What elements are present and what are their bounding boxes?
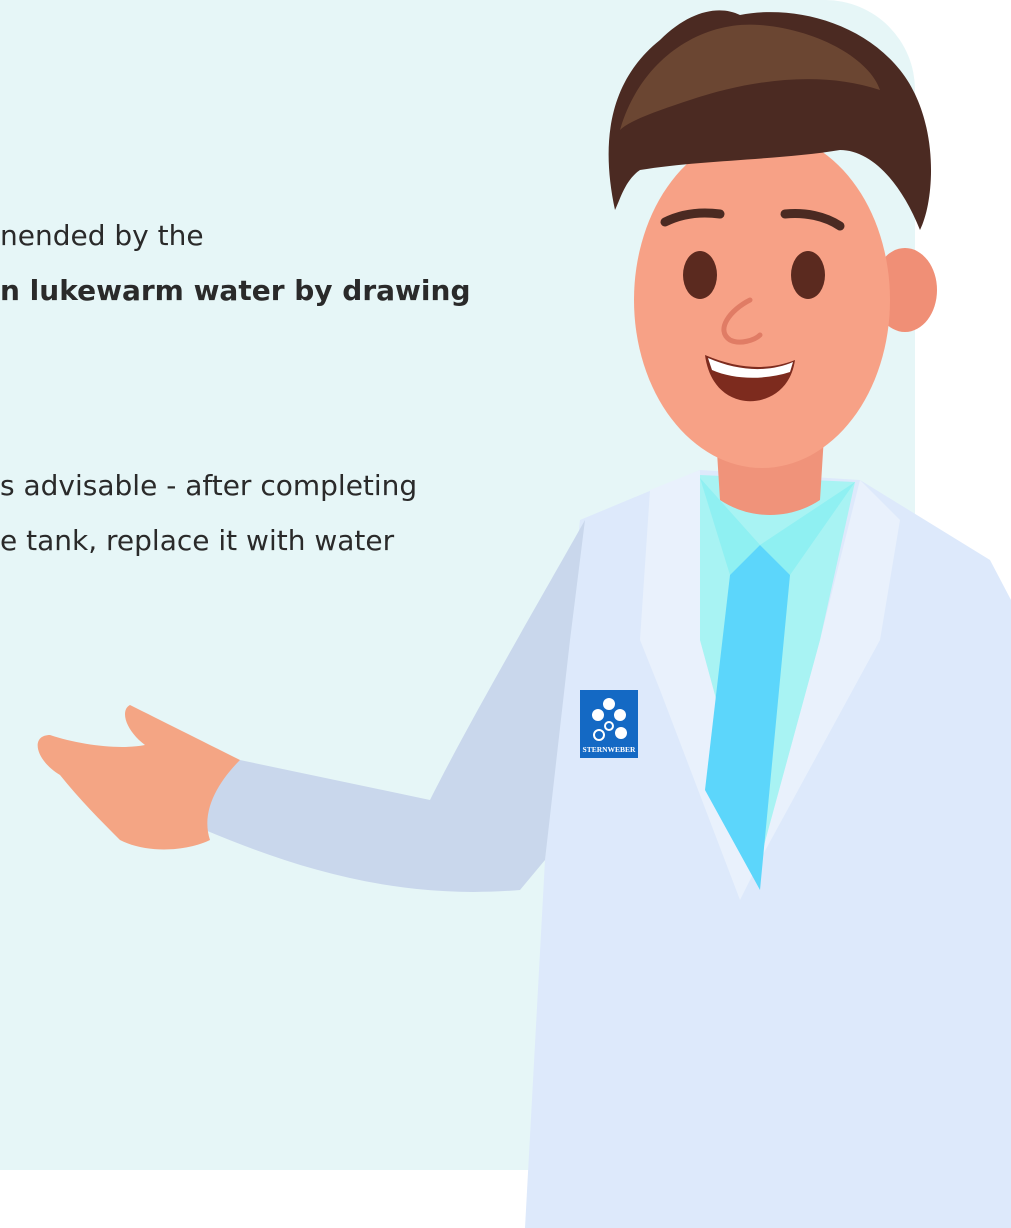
badge-dot bbox=[603, 698, 615, 710]
eye bbox=[791, 251, 825, 299]
badge-dot bbox=[614, 709, 626, 721]
head bbox=[634, 132, 890, 468]
eye bbox=[683, 251, 717, 299]
badge-dot bbox=[615, 727, 627, 739]
badge-dot bbox=[592, 709, 604, 721]
badge-label: STERNWEBER bbox=[583, 745, 637, 754]
stage: nended by the n lukewarm water by drawin… bbox=[0, 0, 1011, 1228]
body: nended by the n lukewarm water by drawin… bbox=[0, 0, 1011, 1228]
page: Illustration {"text": {"lines": ["nended… bbox=[0, 0, 1011, 1228]
left-sleeve bbox=[205, 520, 585, 892]
doctor-illustration: STERNWEBER bbox=[0, 0, 1011, 1228]
